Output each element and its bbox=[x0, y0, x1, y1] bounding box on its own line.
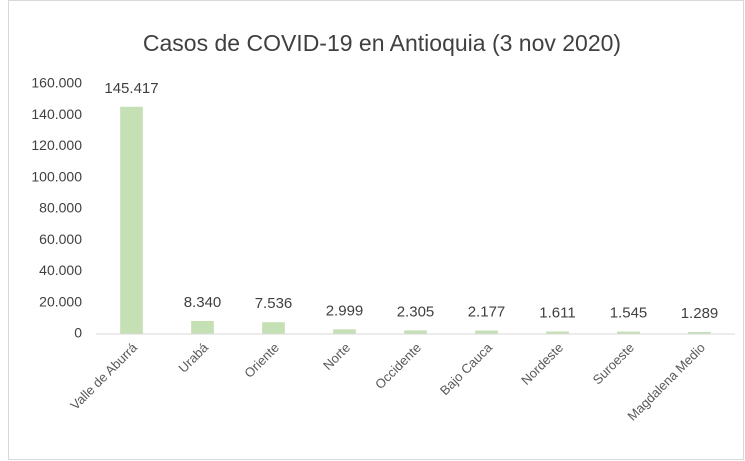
y-tick-label: 20.000 bbox=[39, 293, 82, 309]
chart-title: Casos de COVID-19 en Antioquia (3 nov 20… bbox=[143, 30, 621, 56]
value-label: 145.417 bbox=[104, 80, 158, 97]
bar bbox=[333, 329, 356, 334]
x-tick-label: Nordeste bbox=[518, 340, 566, 388]
value-label: 2.305 bbox=[397, 303, 435, 320]
x-tick-label: Occidente bbox=[372, 340, 424, 392]
value-label: 8.340 bbox=[184, 294, 222, 311]
bar bbox=[546, 331, 569, 334]
value-label: 2.177 bbox=[468, 304, 506, 321]
value-label: 2.999 bbox=[326, 302, 364, 319]
x-tick-label: Bajo Cauca bbox=[437, 339, 496, 398]
bar bbox=[262, 322, 285, 334]
x-tick-label: Magdalena Medio bbox=[624, 340, 708, 424]
y-tick-label: 40.000 bbox=[39, 262, 82, 278]
y-tick-label: 140.000 bbox=[31, 106, 82, 122]
x-tick-label: Valle de Aburrá bbox=[67, 339, 140, 412]
bar bbox=[688, 331, 711, 334]
value-label: 1.545 bbox=[610, 305, 648, 322]
y-tick-label: 120.000 bbox=[31, 137, 82, 153]
value-label: 1.611 bbox=[539, 304, 575, 321]
bar bbox=[120, 106, 143, 334]
x-tick-label: Suroeste bbox=[590, 340, 637, 387]
bar bbox=[404, 330, 427, 334]
y-tick-label: 0 bbox=[74, 325, 82, 341]
bar bbox=[617, 331, 640, 334]
y-tick-label: 80.000 bbox=[39, 200, 82, 216]
value-label: 1.289 bbox=[681, 305, 719, 322]
x-tick-label: Urabá bbox=[175, 339, 211, 375]
y-tick-label: 60.000 bbox=[39, 231, 82, 247]
y-tick-label: 160.000 bbox=[31, 75, 82, 91]
value-label: 7.536 bbox=[255, 295, 293, 312]
x-tick-label: Oriente bbox=[241, 340, 282, 381]
y-tick-label: 100.000 bbox=[31, 168, 82, 184]
bar bbox=[475, 330, 498, 334]
x-tick-label: Norte bbox=[320, 340, 353, 373]
chart-border bbox=[8, 0, 744, 460]
bar bbox=[191, 320, 214, 334]
